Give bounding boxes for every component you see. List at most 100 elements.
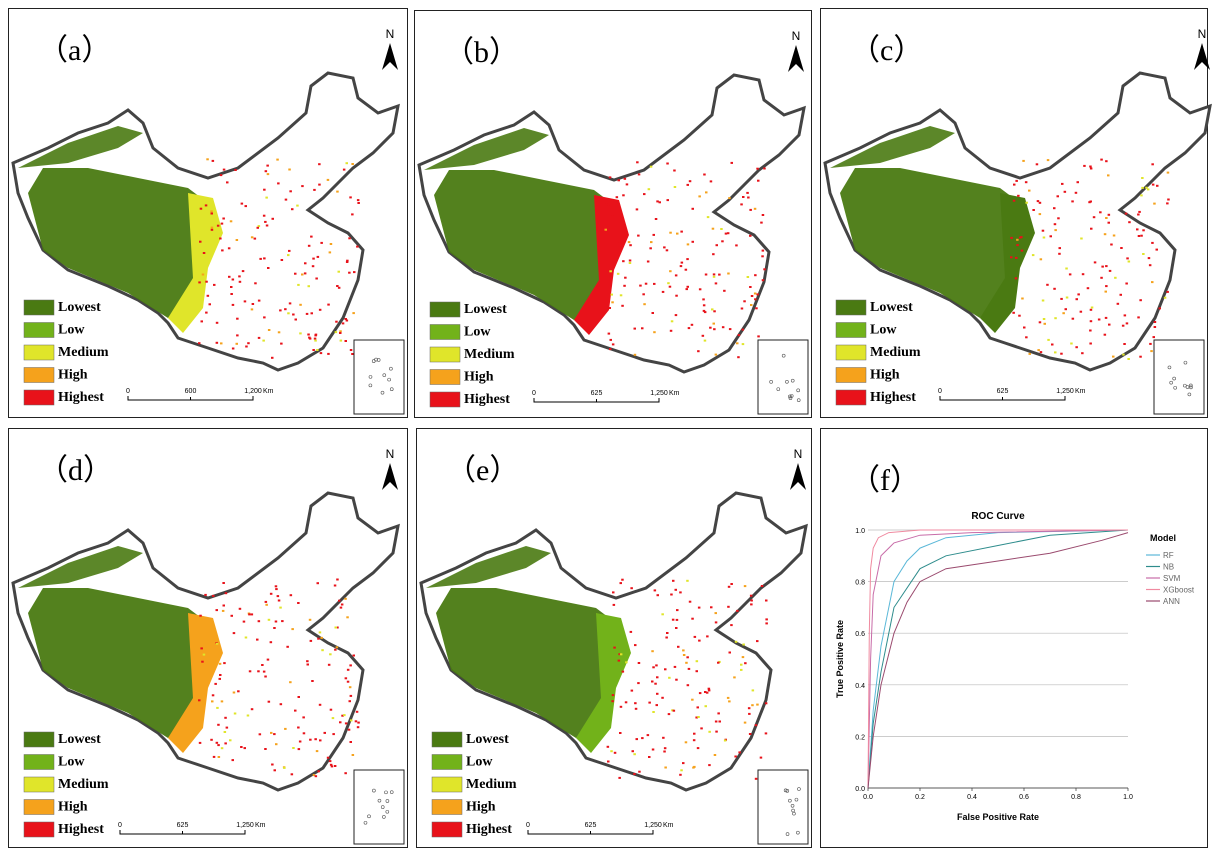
map-pixel (1058, 247, 1061, 250)
map-pixel (675, 627, 678, 629)
map-pixel (250, 236, 254, 239)
map-pixel (756, 703, 759, 706)
map-pixel (1139, 299, 1142, 302)
inset-island (776, 387, 781, 391)
map-pixel (1122, 353, 1125, 356)
west-region (28, 168, 208, 318)
map-pixel (672, 579, 675, 582)
map-pixel (609, 348, 612, 351)
map-panel: N （a） Lowest Low Medium High Highest 0 600 1,200 K… (8, 8, 408, 418)
map-pixel (1020, 249, 1024, 252)
map-pixel (728, 651, 731, 654)
map-pixel (1153, 321, 1157, 323)
map-pixel (288, 249, 291, 252)
map-pixel (1114, 276, 1117, 279)
scale-label: 625 (997, 388, 1009, 395)
map-pixel (349, 694, 353, 697)
map-pixel (756, 293, 759, 296)
map-pixel (742, 643, 745, 646)
map-pixel (1145, 186, 1148, 189)
map-pixel (636, 161, 639, 164)
map-pixel (270, 731, 273, 734)
map-pixel (202, 252, 206, 254)
map-pixel (218, 677, 221, 680)
map-pixel (765, 622, 768, 625)
inset-island (368, 375, 373, 379)
map-pixel (606, 272, 609, 274)
map-pixel (754, 274, 757, 277)
map-pixel (1041, 299, 1045, 302)
map-pixel (698, 288, 702, 291)
map-pixel (244, 636, 248, 639)
map-pixel (271, 763, 274, 766)
map-pixel (308, 618, 312, 621)
map-pixel (668, 676, 671, 679)
y-axis-title: True Positive Rate (835, 620, 845, 698)
legend-swatch (431, 776, 463, 793)
inset-island (367, 814, 371, 819)
map-pixel (222, 604, 225, 607)
map-pixel (264, 170, 268, 173)
map-pixel (344, 722, 348, 725)
map-pixel (757, 335, 760, 338)
map-pixel (317, 637, 320, 640)
map-pixel (328, 760, 332, 763)
map-pixel (1151, 281, 1154, 284)
map-pixel (1100, 276, 1103, 279)
map-pixel (635, 738, 638, 741)
map-pixel (621, 304, 624, 307)
map-pixel (235, 342, 238, 345)
map-pixel (1053, 287, 1056, 290)
map-pixel (754, 777, 758, 780)
map-pixel (663, 747, 667, 750)
map-pixel (754, 724, 758, 727)
map-pixel (326, 756, 330, 759)
map-pixel (1022, 159, 1025, 162)
x-tick-label: 0.0 (863, 794, 873, 801)
map-pixel (231, 347, 235, 350)
map-pixel (1137, 316, 1140, 319)
map-pixel (655, 704, 658, 707)
map-pixel (267, 329, 271, 331)
map-pixel (756, 167, 759, 170)
map-pixel (649, 165, 653, 168)
map-pixel (712, 273, 716, 276)
map-pixel (736, 342, 739, 345)
map-pixel (617, 659, 621, 662)
north-strip (424, 128, 549, 170)
legend-label: Low (464, 325, 491, 340)
map-pixel (1054, 351, 1057, 354)
panel-label: （d） (38, 454, 113, 487)
x-tick-label: 0.2 (915, 794, 925, 801)
map-pixel (215, 642, 219, 645)
inset-island (380, 390, 385, 395)
map-pixel (1046, 283, 1049, 286)
map-pixel (350, 719, 353, 722)
map-pixel (715, 730, 718, 733)
inset-island (372, 788, 376, 793)
map-pixel (661, 696, 664, 699)
inset-island (796, 388, 800, 393)
map-pixel (730, 624, 733, 627)
inset-island (783, 788, 788, 793)
map-pixel (619, 294, 623, 297)
y-tick-label: 1.0 (855, 528, 865, 535)
map-pixel (693, 635, 697, 638)
map-pixel (637, 682, 640, 685)
map-pixel (221, 609, 225, 612)
map-pixel (1148, 264, 1152, 267)
map-pixel (1100, 158, 1103, 161)
map-pixel (336, 285, 339, 287)
map-pixel (342, 168, 346, 171)
map-pixel (306, 663, 309, 666)
map-pixel (215, 341, 219, 344)
map-pixel (265, 224, 269, 227)
north-label: N (794, 447, 803, 461)
roc-line (867, 529, 1129, 789)
map-pixel (730, 161, 733, 164)
map-pixel (1128, 221, 1131, 224)
map-pixel (238, 280, 242, 283)
map-pixel (312, 257, 315, 260)
legend-swatch (23, 367, 55, 383)
map-pixel (686, 243, 690, 246)
